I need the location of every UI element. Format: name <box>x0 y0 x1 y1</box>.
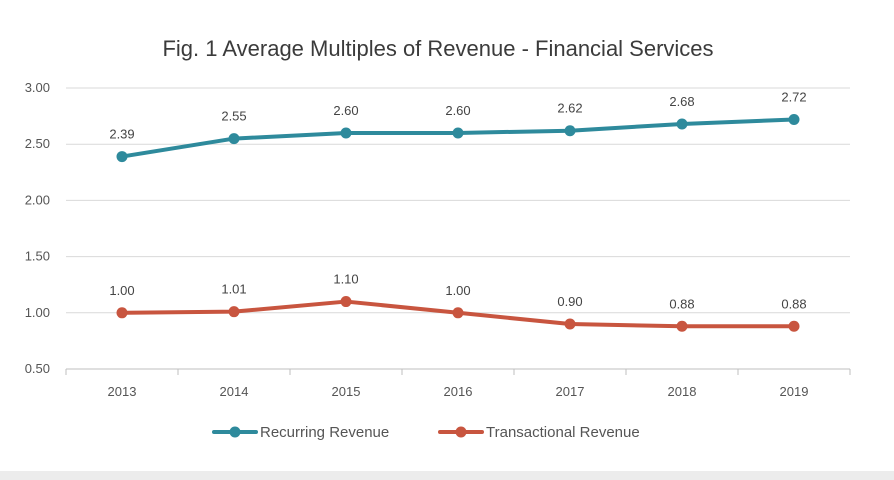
y-tick-label: 1.50 <box>25 249 50 264</box>
x-tick-label: 2015 <box>332 384 361 399</box>
data-label: 2.62 <box>557 101 582 116</box>
legend-swatch-marker <box>455 426 467 438</box>
data-point <box>228 306 240 318</box>
data-label: 0.90 <box>557 294 582 309</box>
data-label: 2.39 <box>109 127 134 142</box>
data-point <box>452 307 464 319</box>
data-label: 2.72 <box>781 89 806 104</box>
data-point <box>340 127 352 139</box>
legend-swatch-marker <box>229 426 241 438</box>
data-point <box>116 307 128 319</box>
axes: 3.00 2.50 2.00 1.50 1.00 0.50 2013 2014 2015 2016… <box>25 80 851 399</box>
y-tick-label: 3.00 <box>25 80 50 95</box>
x-tick-label: 2013 <box>108 384 137 399</box>
data-point <box>676 320 688 332</box>
data-label: 0.88 <box>669 296 694 311</box>
data-label: 0.88 <box>781 296 806 311</box>
x-tick-label: 2017 <box>556 384 585 399</box>
y-tick-label: 2.50 <box>25 136 50 151</box>
data-label: 2.68 <box>669 94 694 109</box>
data-label: 1.10 <box>333 272 358 287</box>
y-tick-label: 2.00 <box>25 192 50 207</box>
x-tick-label: 2014 <box>220 384 249 399</box>
bottom-divider <box>0 471 894 480</box>
data-point <box>228 133 240 145</box>
x-tick-label: 2016 <box>444 384 473 399</box>
data-label: 1.00 <box>109 283 134 298</box>
data-label: 2.60 <box>333 103 358 118</box>
chart-title: Fig. 1 Average Multiples of Revenue - Fi… <box>162 36 713 61</box>
data-point <box>340 296 352 308</box>
data-label: 2.55 <box>221 109 246 124</box>
data-point <box>564 318 576 330</box>
y-tick-label: 1.00 <box>25 305 50 320</box>
y-tick-label: 0.50 <box>25 361 50 376</box>
line-chart: Fig. 1 Average Multiples of Revenue - Fi… <box>25 36 851 441</box>
data-point <box>788 113 800 125</box>
legend-label: Transactional Revenue <box>486 424 640 441</box>
data-point <box>788 320 800 332</box>
data-point <box>564 125 576 137</box>
data-label: 2.60 <box>445 103 470 118</box>
data-point <box>452 127 464 139</box>
legend: Recurring Revenue Transactional Revenue <box>212 424 640 441</box>
data-label: 1.01 <box>221 282 246 297</box>
data-point <box>116 151 128 163</box>
legend-label: Recurring Revenue <box>260 424 389 441</box>
x-tick-label: 2018 <box>668 384 697 399</box>
series-layer: 2.39 2.55 2.60 2.60 2.62 2.68 2.72 1.00 1.01 1.10… <box>109 89 807 332</box>
data-label: 1.00 <box>445 283 470 298</box>
x-tick-label: 2019 <box>780 384 809 399</box>
data-point <box>676 118 688 130</box>
